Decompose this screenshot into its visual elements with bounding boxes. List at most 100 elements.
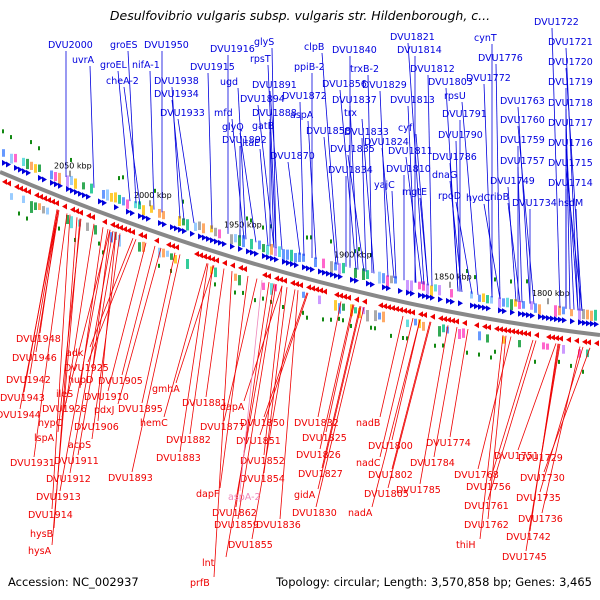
forward-gene-label[interactable]: groEL [100,60,128,71]
reverse-gene-label[interactable]: DVU1735 [516,493,561,504]
forward-gene-label[interactable]: DVU1916 [210,44,255,55]
reverse-gene-label[interactable]: DVU1925 [64,363,109,374]
forward-gene-label[interactable]: DVU1840 [332,45,377,56]
forward-gene-label[interactable]: DVU1772 [466,73,511,84]
forward-gene-label[interactable]: DVU1892 [222,135,267,146]
forward-gene-label[interactable]: trxB-2 [350,64,379,75]
forward-gene-label[interactable]: ppiB-2 [294,62,325,73]
reverse-gene-label[interactable]: prfB [190,578,210,589]
forward-gene-label[interactable]: DVU1894 [240,94,285,105]
forward-gene-label[interactable]: hsdM [558,198,583,209]
reverse-gene-label[interactable]: hypC [38,418,63,429]
reverse-gene-label[interactable]: DVU1905 [98,376,143,387]
forward-gene-label[interactable]: ltaE [242,138,260,149]
reverse-gene-label[interactable]: hysA [28,546,52,557]
reverse-gene-label[interactable]: dapA [220,402,245,413]
forward-gene-label[interactable]: rpsU [444,91,466,102]
forward-gene-label[interactable]: DVU1812 [410,64,455,75]
forward-gene-label[interactable]: DVU1824 [364,137,409,148]
forward-gene-label[interactable]: DVU1717 [548,118,593,129]
reverse-gene-label[interactable]: DVU1774 [426,438,471,449]
reverse-gene-label[interactable]: DVU1800 [368,441,413,452]
forward-gene-label[interactable]: DVU1870 [270,151,315,162]
reverse-gene-label[interactable]: pdxJ [94,405,114,416]
forward-gene-label[interactable]: DVU1833 [344,127,389,138]
forward-gene-label[interactable]: uvrA [72,55,95,66]
reverse-gene-label[interactable]: adk [66,348,84,359]
reverse-gene-label[interactable]: DVU1827 [298,469,343,480]
forward-gene-label[interactable]: cyf [398,123,413,134]
reverse-gene-label[interactable]: DVU1912 [46,474,91,485]
forward-gene-label[interactable]: DVU1814 [397,45,442,56]
forward-gene-label[interactable]: DVU1721 [548,37,593,48]
reverse-gene-label[interactable]: DVU1881 [182,398,227,409]
reverse-gene-label[interactable]: DVU1761 [464,501,509,512]
reverse-gene-label[interactable]: DVU1736 [518,514,563,525]
forward-gene-label[interactable]: aspA [290,110,314,121]
forward-gene-label[interactable]: glyQ [222,122,244,133]
forward-gene-label[interactable]: nifA-1 [132,60,160,71]
forward-gene-label[interactable]: DVU1837 [332,95,377,106]
reverse-gene-label[interactable]: DVU1830 [292,508,337,519]
reverse-gene-label[interactable]: DVU1913 [36,492,81,503]
reverse-gene-label[interactable]: DVU1893 [108,473,153,484]
forward-gene-label[interactable]: DVU1803 [428,77,473,88]
forward-gene-label[interactable]: DVU1891 [252,80,297,91]
forward-gene-label[interactable]: cheA-2 [106,76,139,87]
reverse-gene-label[interactable]: DVU1825 [302,433,347,444]
reverse-gene-label[interactable]: nadA [348,508,373,519]
forward-gene-label[interactable]: mfd [214,108,233,119]
forward-gene-label[interactable]: DVU1776 [478,53,523,64]
forward-gene-label[interactable]: DVU1934 [154,89,199,100]
forward-gene-label[interactable]: groES [110,40,138,51]
forward-gene-label[interactable]: DVU1888 [252,108,297,119]
reverse-gene-label[interactable]: DVU1895 [118,404,163,415]
reverse-gene-label[interactable]: thiH [456,540,476,551]
forward-gene-label[interactable]: DVU1759 [500,135,545,146]
reverse-gene-label[interactable]: lnt [202,558,215,569]
forward-gene-label[interactable]: DVU1716 [548,138,593,149]
forward-gene-label[interactable]: clpB [304,42,324,53]
reverse-gene-label[interactable]: DVU1859 [214,520,259,531]
forward-gene-label[interactable]: ugd [220,77,238,88]
forward-gene-label[interactable]: DVU1834 [328,165,373,176]
reverse-gene-label[interactable]: DVU1784 [410,458,455,469]
reverse-gene-label[interactable]: DVU1852 [240,456,285,467]
forward-gene-label[interactable]: DVU1856 [322,79,367,90]
forward-gene-label[interactable]: glyS [254,37,274,48]
reverse-gene-label[interactable]: DVU1730 [520,473,565,484]
reverse-gene-label[interactable]: DVU1768 [454,470,499,481]
reverse-gene-label[interactable]: DVU1942 [6,375,51,386]
forward-gene-label[interactable]: DVU1950 [144,40,189,51]
forward-gene-label[interactable]: DVU1714 [548,178,593,189]
reverse-gene-label[interactable]: gmhA [152,384,180,395]
reverse-gene-label[interactable]: DVU1914 [28,510,73,521]
reverse-gene-label[interactable]: DVU1877 [200,422,245,433]
forward-gene-label[interactable]: DVU1933 [160,108,205,119]
forward-gene-label[interactable]: DVU1915 [190,62,235,73]
forward-gene-label[interactable]: DVU1722 [534,17,579,28]
reverse-gene-label[interactable]: nadC [356,458,381,469]
forward-gene-label[interactable]: DVU1829 [362,80,407,91]
forward-gene-label[interactable]: DVU1757 [500,156,545,167]
forward-gene-label[interactable]: DVU1858 [306,126,351,137]
forward-gene-label[interactable]: DVU1811 [388,146,433,157]
forward-gene-label[interactable]: DVU1763 [500,96,545,107]
reverse-gene-label[interactable]: DVU1729 [518,453,563,464]
reverse-gene-label[interactable]: DVU1756 [466,482,511,493]
reverse-gene-label[interactable]: DVU1910 [84,392,129,403]
forward-gene-label[interactable]: DVU1810 [386,164,431,175]
forward-gene-label[interactable]: rpsT [250,54,271,65]
forward-gene-label[interactable]: ribB [490,192,509,203]
reverse-gene-label[interactable]: DVU1836 [256,520,301,531]
reverse-gene-label[interactable]: DVU1944 [0,410,41,421]
reverse-gene-label[interactable]: DVU1751 [494,451,539,462]
reverse-gene-label[interactable]: DVU1802 [368,470,413,481]
reverse-gene-label[interactable]: DVU1850 [240,418,285,429]
forward-gene-label[interactable]: rpoD [438,191,461,202]
reverse-gene-label[interactable]: DVU1882 [166,435,211,446]
reverse-gene-label[interactable]: DVU1926 [42,404,87,415]
reverse-gene-label[interactable]: DVU1883 [156,453,201,464]
forward-gene-label[interactable]: DVU1872 [282,91,327,102]
